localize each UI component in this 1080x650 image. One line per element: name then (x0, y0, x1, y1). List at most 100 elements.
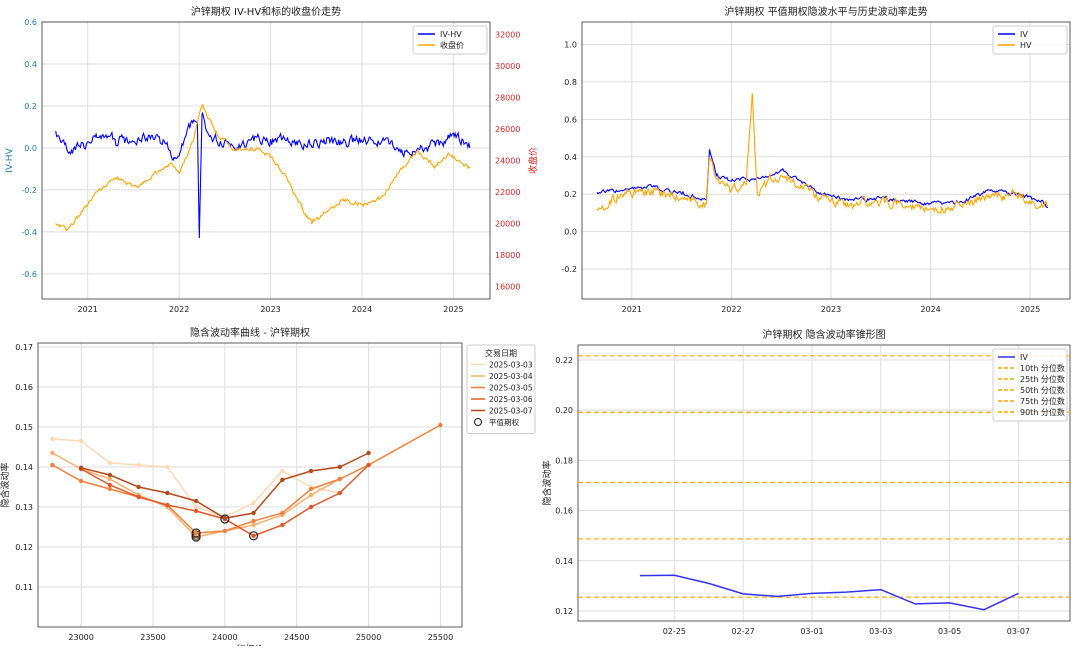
data-point (193, 508, 199, 514)
legend-label: 90th 分位数 (1020, 407, 1065, 417)
y-tick-label: -0.2 (561, 265, 577, 274)
data-point (50, 450, 55, 456)
data-point (107, 486, 113, 492)
data-point (366, 462, 371, 468)
data-point (165, 464, 170, 470)
chart-iv-smile-svg: 隐含波动率曲线 - 沪锌期权 23000 23500 24000 24500 25000 2… (0, 326, 536, 650)
y-tick-label: 0.2 (24, 102, 37, 111)
data-point (222, 516, 228, 521)
y-tick-label: 0.11 (15, 583, 33, 592)
y-tick-label: 0.6 (24, 18, 37, 27)
chart-title: 沪锌期权 平值期权隐波水平与历史波动率走势 (724, 5, 927, 18)
data-point (280, 477, 285, 482)
legend-box (992, 25, 1068, 55)
y-axis-label: 隐含波动率 (0, 462, 11, 507)
chart-panel-cone: 沪锌期权 隐含波动率锥形图 02-25 02-27 03-01 03-03 03-05 03… (540, 323, 1080, 646)
legend-box (466, 344, 536, 434)
data-point (251, 522, 256, 528)
y-tick-label: 1.0 (564, 40, 577, 49)
plot-frame (37, 342, 463, 628)
y2-tick-label: 24000 (495, 157, 520, 166)
x-tick-label: 2022 (721, 305, 741, 314)
x-tick-label: 03-03 (869, 627, 892, 636)
y2-tick-label: 20000 (495, 219, 520, 228)
legend-label: 2025-03-03 (489, 361, 533, 370)
x-tick-label: 03-07 (1007, 627, 1030, 636)
data-point (136, 494, 141, 500)
legend-label: 10th 分位数 (1020, 363, 1065, 373)
series-line-iv-hv (55, 111, 471, 239)
y-tick-label: 0.17 (15, 343, 33, 352)
y-tick-label: 0.14 (15, 463, 33, 472)
y-tick-label: 0.12 (15, 543, 33, 552)
legend-label: 75th 分位数 (1020, 396, 1065, 406)
y-tick-label: 0.15 (15, 423, 33, 432)
legend-label: 2025-03-07 (489, 407, 533, 416)
legend-label: IV-HV (440, 30, 462, 39)
chart-panel-atm-iv-hv: 沪锌期权 平值期权隐波水平与历史波动率走势 2021 2022 2023 2024 202… (540, 0, 1080, 323)
legend-box (412, 25, 488, 55)
chart-title: 沪锌期权 IV-HV和标的收盘价走势 (191, 5, 341, 18)
series-line-iv (596, 149, 1049, 208)
data-point (280, 510, 285, 516)
y-tick-label: 0.8 (564, 78, 577, 87)
legend-label: IV (1020, 30, 1028, 39)
x-tick-label: 2025 (443, 305, 463, 314)
data-point (222, 528, 228, 534)
y-axis-label: IV-HV (5, 147, 15, 172)
data-point (251, 518, 256, 524)
legend-box (992, 348, 1068, 422)
data-point (193, 498, 199, 504)
x-tick-label: 2021 (622, 305, 642, 314)
plot-frame (41, 21, 491, 300)
y-tick-label: 0.2 (564, 190, 577, 199)
chart-title: 沪锌期权 隐含波动率锥形图 (762, 328, 885, 341)
x-tick-label: 2021 (78, 305, 98, 314)
chart-title: 隐含波动率曲线 - 沪锌期权 (190, 326, 310, 339)
x-tick-label: 2024 (352, 305, 372, 314)
data-point (438, 422, 443, 428)
data-point (165, 490, 170, 496)
x-tick-label: 02-25 (663, 627, 686, 636)
chart-iv-cone-svg: 沪锌期权 隐含波动率锥形图 02-25 02-27 03-01 03-03 03-05 03… (541, 328, 1071, 636)
atm-marker (220, 514, 230, 524)
x-tick-label: 23500 (140, 633, 165, 642)
data-point (308, 486, 314, 492)
data-point (308, 492, 314, 498)
legend-title: 交易日期 (485, 348, 517, 358)
data-point (107, 482, 113, 488)
data-point (280, 522, 285, 528)
y2-tick-label: 16000 (495, 282, 520, 291)
x-tick-label: 2024 (920, 305, 940, 314)
data-point (107, 476, 113, 482)
y-tick-label: -0.4 (21, 228, 37, 237)
y-tick-label: 0.13 (15, 503, 33, 512)
x-tick-label: 2022 (169, 305, 189, 314)
y2-tick-label: 26000 (495, 125, 520, 134)
data-point (78, 478, 84, 484)
legend-label: 2025-03-06 (489, 395, 533, 404)
y-tick-label: 0.0 (564, 228, 577, 237)
y-tick-label: 0.12 (555, 607, 573, 616)
y-tick-label: 0.6 (564, 115, 577, 124)
data-point (193, 530, 199, 536)
x-tick-label: 03-01 (800, 627, 823, 636)
data-point (165, 502, 170, 508)
data-point (50, 436, 55, 442)
legend-label: IV (1020, 353, 1028, 362)
y2-tick-label: 22000 (495, 188, 520, 197)
chart-panel-smile: 隐含波动率曲线 - 沪锌期权 23000 23500 24000 24500 25000 2… (0, 323, 540, 650)
plot-frame (581, 21, 1071, 300)
legend-label: 2025-03-05 (489, 384, 533, 393)
data-point (366, 450, 371, 456)
data-point (78, 438, 84, 444)
data-point (337, 464, 343, 470)
data-point (251, 500, 256, 506)
atm-marker (248, 531, 259, 541)
y-tick-label: 0.22 (555, 356, 573, 365)
x-tick-label: 24500 (284, 633, 309, 642)
y-tick-label: 0.16 (15, 383, 33, 392)
data-point (193, 504, 199, 510)
data-point (78, 465, 84, 470)
legend-label: 2025-03-04 (489, 372, 533, 381)
